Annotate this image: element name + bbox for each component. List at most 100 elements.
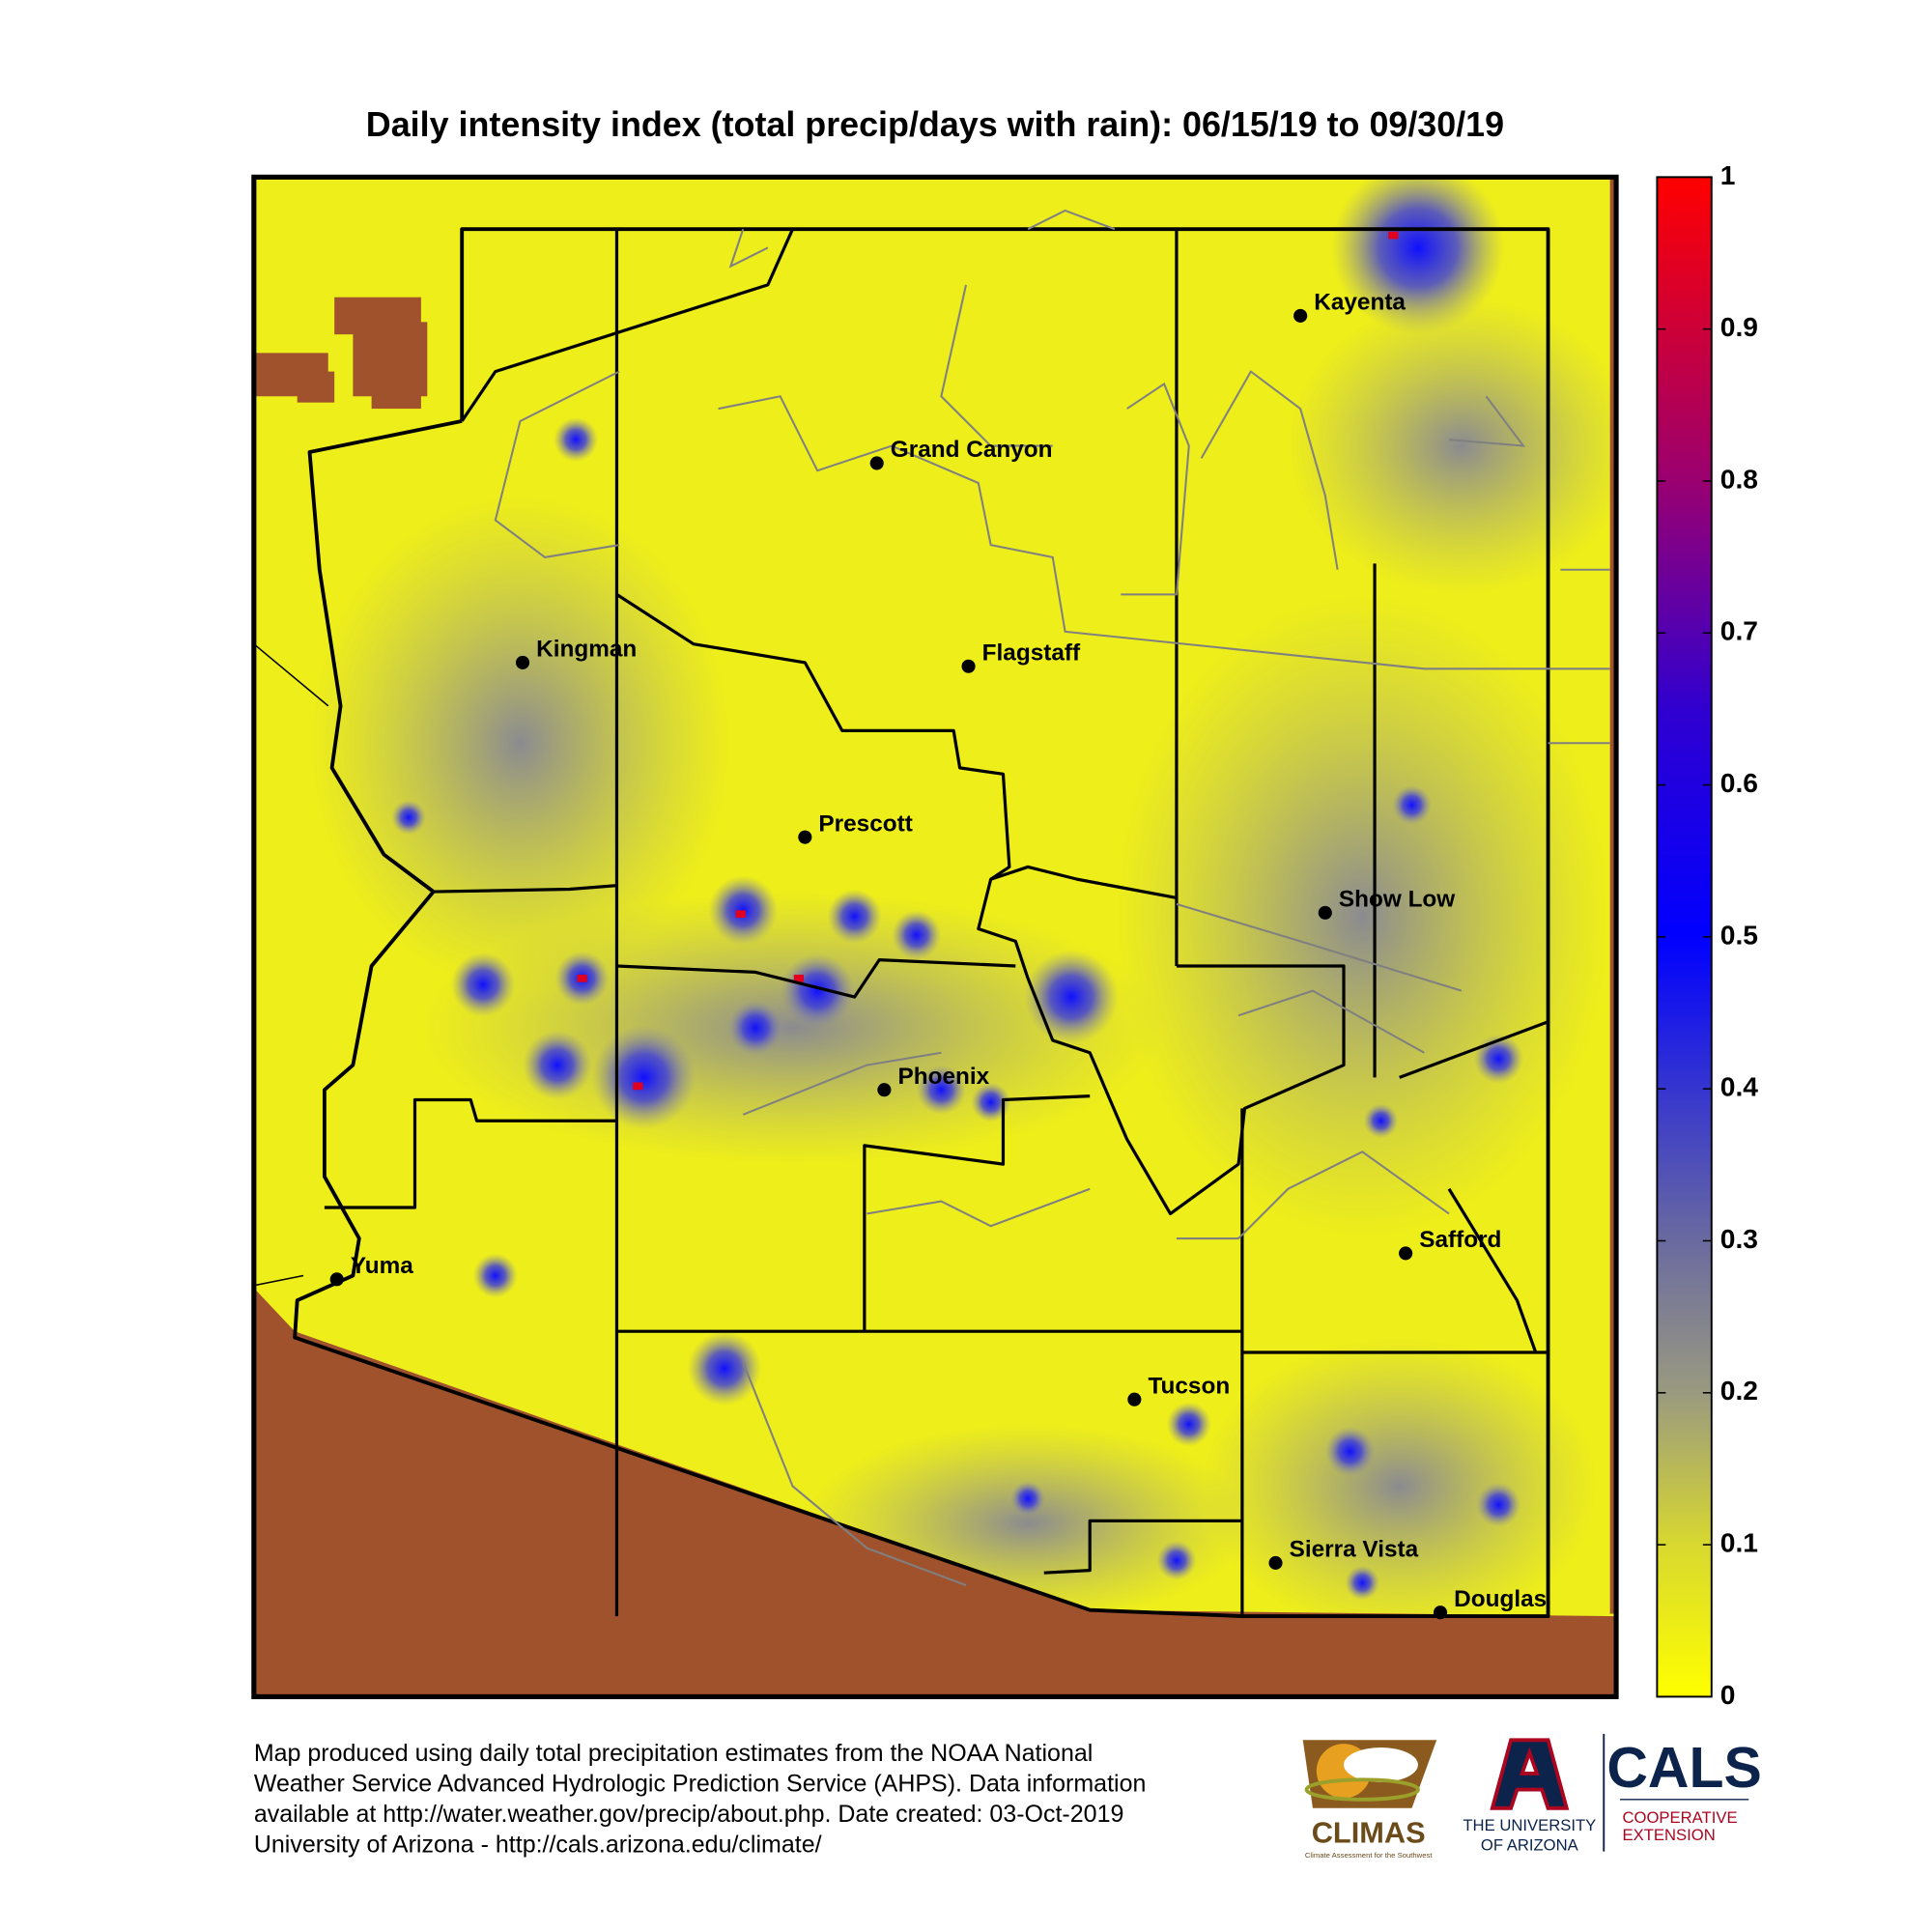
city-label: Grand Canyon [891,437,1053,463]
rain-cell [1392,784,1433,825]
uofa-name: OF ARIZONA [1481,1835,1579,1854]
rain-cell [1010,1481,1046,1517]
city-dot [1293,308,1308,323]
city-dot [329,1272,344,1287]
land-boundary [1237,989,1425,1054]
city-label: Safford [1419,1227,1501,1253]
peak-cell [633,1082,643,1091]
footer-line: University of Arizona - http://cals.ariz… [254,1831,822,1858]
county-border [433,884,617,894]
city-dot [1127,1392,1142,1406]
land-boundary [1200,370,1339,570]
rain-cell [1345,1565,1380,1601]
land-boundary [1448,395,1526,447]
rain-wash [309,495,731,991]
city-label: Kayenta [1314,290,1406,316]
county-border [1399,1020,1549,1079]
footer-line: Weather Service Advanced Hydrologic Pred… [254,1770,1147,1797]
rain-cell [727,1000,783,1056]
land-boundary [1121,382,1190,596]
rain-cell [472,1253,518,1298]
climas-ring [1304,1777,1420,1802]
rain-wash [1114,594,1610,1239]
land-boundary [940,284,1053,447]
land-boundary [494,370,620,559]
land-boundary [1176,1151,1450,1240]
county-border [616,957,1016,999]
county-border [460,228,794,422]
peak-cell [1388,231,1399,240]
city-label: Tucson [1148,1373,1230,1399]
rain-cell [1476,1482,1521,1527]
land-boundary [1027,209,1116,231]
footer-line: Map produced using daily total precipita… [254,1740,1094,1767]
rain-cell [687,1331,762,1406]
land-boundary [742,1361,967,1586]
rain-cell [554,417,599,463]
city-dot [1268,1555,1283,1570]
no-data-mexico [253,1288,1617,1697]
rain-cell [916,1065,966,1115]
map-area: Kayenta Grand Canyon Flagstaff Kingman Presc… [253,177,1617,1697]
land-boundary [728,228,769,269]
land-boundary [742,1051,942,1116]
state-line-nw [253,643,329,707]
colorbar-tick-label: 0.2 [1720,1375,1758,1406]
cals-sub: EXTENSION [1622,1826,1715,1844]
land-boundary [1176,902,1463,992]
city-dot [1433,1605,1448,1620]
county-border [990,865,1178,900]
city-label: Show Low [1339,886,1455,912]
rain-cell [1156,1540,1197,1580]
city-label: Kingman [536,636,637,662]
city-label: Sierra Vista [1290,1537,1419,1563]
colorbar-tick-label: 0.8 [1720,463,1758,494]
county-border [1447,1187,1538,1353]
county-border [1043,1519,1242,1575]
uofa-name: THE UNIVERSITY [1463,1816,1596,1834]
rain-cell [892,910,942,960]
rain-cell [1324,1426,1376,1477]
peak-cell [735,910,746,918]
colorbar-tick-label: 0.6 [1720,767,1758,798]
rain-cell [827,889,882,944]
colorbar-tick-label: 0.1 [1720,1527,1758,1558]
rain-cell [591,1025,696,1130]
uofa-a [1490,1738,1570,1810]
city-dot [961,659,976,673]
rain-cell [1363,1103,1399,1139]
no-data-edge [1609,177,1617,1614]
colorbar-tick-label: 0.9 [1720,311,1758,342]
climas-cloud [1344,1747,1418,1782]
no-data-nevada [253,358,285,384]
city-label: Prescott [818,810,912,837]
city-dot [1399,1246,1413,1261]
state-line-west [253,1274,304,1287]
map-title: Daily intensity index (total precip/days… [366,105,1504,144]
rain-cell [391,800,427,836]
city-dot [877,1083,892,1097]
climas-tagline: Climate Assessment for the Southwest [1305,1851,1433,1860]
county-border [324,1097,617,1209]
colorbar-tick-label: 0.3 [1720,1223,1758,1254]
city-dot [869,456,884,470]
no-data-nevada [297,371,335,403]
rain-cell [450,952,516,1017]
colorbar-tick-label: 0.4 [1720,1071,1759,1102]
city-dot [515,655,530,669]
map-frame [251,174,1619,1699]
rain-wash [1201,1337,1598,1635]
city-label: Phoenix [897,1064,989,1090]
rain-cell [1166,1402,1211,1447]
colorbar-tick-label: 0 [1720,1679,1736,1710]
rain-cell [1331,177,1505,335]
colorbar [1656,176,1713,1698]
colorbar-tick-label: 0.7 [1720,615,1758,646]
climas-name: CLIMAS [1312,1816,1426,1850]
colorbar-tick-label: 1 [1720,159,1736,190]
colorbar-tick-label: 0.5 [1720,919,1758,950]
no-data-nevada [371,371,421,410]
